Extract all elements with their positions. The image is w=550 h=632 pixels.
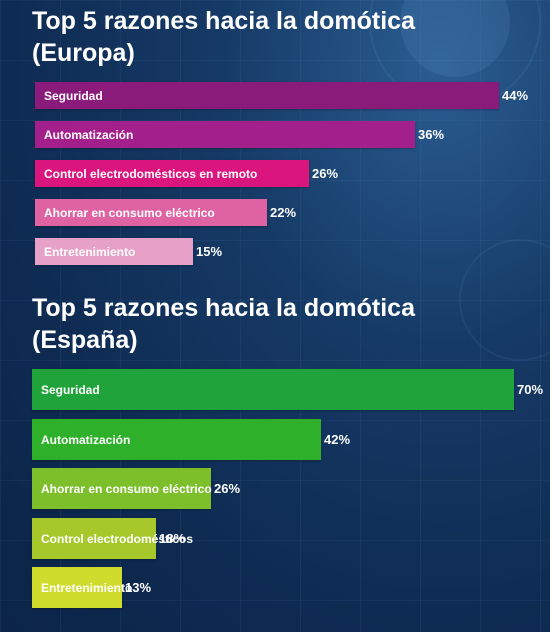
- glow-ring-small: [459, 239, 550, 361]
- value-label-espana-1: 70%: [517, 382, 544, 397]
- bar-label-espana-1: Seguridad: [41, 382, 100, 397]
- value-label-espana-4: 18%: [159, 531, 186, 546]
- bar-espana-5: Entretenimiento: [32, 567, 132, 608]
- bar-label-espana-5: Entretenimiento: [41, 580, 133, 595]
- chart-title-espana-line-1: Top 5 razones hacia la domótica: [32, 294, 415, 322]
- chart-title-europa-line-2: (Europa): [32, 39, 135, 67]
- value-label-europa-3: 26%: [312, 166, 339, 181]
- chart-title-espana-line-2: (España): [32, 326, 138, 354]
- value-label-espana-2: 42%: [324, 432, 351, 447]
- chart-title-europa-line-1: Top 5 razones hacia la domótica: [32, 7, 415, 35]
- chart-title-espana: Top 5 razones hacia la domótica (España): [32, 292, 415, 356]
- bar-espana-3: Ahorrar en consumo eléctrico: [32, 468, 212, 509]
- bar-europa-3: Control electrodomésticos en remoto: [35, 160, 309, 187]
- bar-label-europa-2: Automatización: [44, 127, 134, 142]
- value-label-europa-5: 15%: [196, 244, 223, 259]
- bar-label-espana-3: Ahorrar en consumo eléctrico: [41, 481, 212, 496]
- bar-europa-4: Ahorrar en consumo eléctrico: [35, 199, 267, 226]
- value-label-espana-3: 26%: [214, 481, 241, 496]
- bar-europa-1: Seguridad: [35, 82, 499, 109]
- bar-label-europa-1: Seguridad: [44, 88, 103, 103]
- bar-espana-2: Automatización: [32, 419, 321, 460]
- bar-label-europa-5: Entretenimiento: [44, 244, 136, 259]
- value-label-europa-1: 44%: [502, 88, 529, 103]
- bar-europa-5: Entretenimiento: [35, 238, 193, 265]
- glow-circle: [400, 0, 510, 77]
- chart-title-europa: Top 5 razones hacia la domótica (Europa): [32, 5, 415, 69]
- value-label-europa-4: 22%: [270, 205, 297, 220]
- bar-label-espana-4: Control electrodomésticos: [41, 531, 194, 546]
- bar-label-europa-3: Control electrodomésticos en remoto: [44, 166, 258, 181]
- bar-europa-2: Automatización: [35, 121, 415, 148]
- bar-espana-4: Control electrodomésticos: [32, 518, 193, 559]
- value-label-espana-5: 13%: [125, 580, 152, 595]
- bar-espana-1: Seguridad: [32, 369, 514, 410]
- value-label-europa-2: 36%: [418, 127, 445, 142]
- bar-label-europa-4: Ahorrar en consumo eléctrico: [44, 205, 215, 220]
- bar-label-espana-2: Automatización: [41, 432, 131, 447]
